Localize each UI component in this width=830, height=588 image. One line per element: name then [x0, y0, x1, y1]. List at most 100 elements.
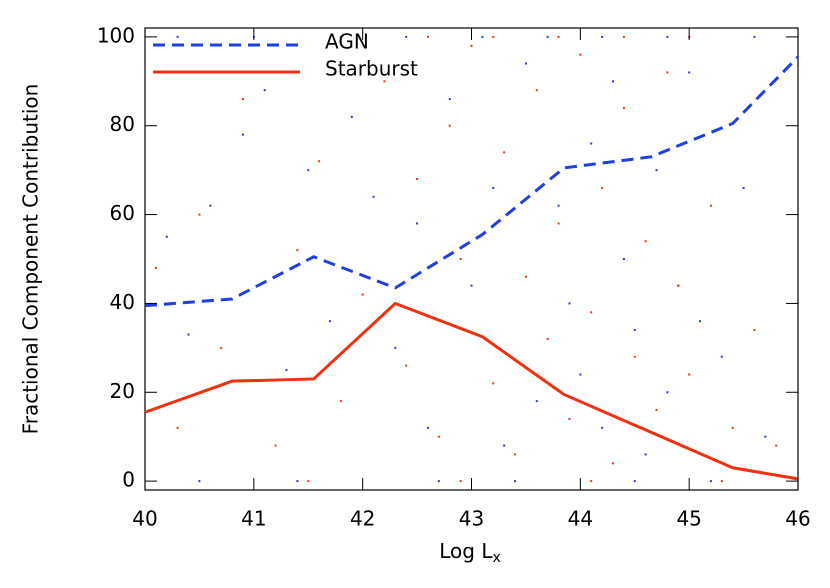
scatter-point — [361, 293, 364, 296]
scatter-point — [416, 222, 419, 225]
scatter-point — [426, 426, 429, 429]
scatter-point — [720, 355, 723, 358]
scatter-point — [622, 106, 625, 109]
scatter-point — [753, 329, 756, 332]
scatter-point — [524, 275, 527, 278]
scatter-point — [198, 480, 201, 483]
scatter-point — [557, 204, 560, 207]
scatter-point — [176, 35, 179, 38]
x-tick-label: 44 — [568, 507, 593, 531]
scatter-point — [448, 98, 451, 101]
legend-label: Starburst — [325, 57, 418, 81]
scatter-point — [622, 35, 625, 38]
scatter-point — [644, 453, 647, 456]
scatter-point — [437, 480, 440, 483]
scatter-point — [568, 417, 571, 420]
plot-frame — [144, 27, 799, 491]
scatter-point — [492, 382, 495, 385]
scatter-point — [590, 142, 593, 145]
x-axis-label-main: Log L — [439, 539, 493, 563]
scatter-point — [492, 35, 495, 38]
scatter-point — [481, 35, 484, 38]
scatter-point — [579, 53, 582, 56]
x-axis-label: Log Lx — [439, 539, 501, 567]
scatter-point — [590, 311, 593, 314]
scatter-point — [187, 333, 190, 336]
scatter-point — [503, 444, 506, 447]
scatter-point — [459, 480, 462, 483]
series-line — [144, 55, 800, 308]
scatter-point — [644, 240, 647, 243]
scatter-point — [720, 480, 723, 483]
scatter-point — [383, 80, 386, 83]
scatter-point — [764, 435, 767, 438]
line-layer — [144, 55, 800, 481]
scatter-point — [165, 235, 168, 238]
scatter-point — [731, 426, 734, 429]
scatter-point — [753, 35, 756, 38]
scatter-point — [579, 373, 582, 376]
scatter-point — [622, 258, 625, 260]
scatter-point — [688, 373, 691, 376]
scatter-point — [470, 284, 473, 287]
y-tick-label: 80 — [110, 112, 135, 136]
scatter-point — [535, 400, 538, 403]
legend-label: AGN — [325, 30, 369, 54]
y-tick-label: 20 — [110, 379, 135, 403]
scatter-point — [241, 133, 244, 136]
scatter-point — [307, 480, 310, 483]
scatter-point — [677, 284, 680, 287]
scatter-point — [699, 320, 702, 323]
scatter-point — [601, 186, 604, 189]
scatter-point — [274, 444, 277, 447]
scatter-point — [524, 62, 527, 65]
scatter-point — [416, 178, 419, 181]
scatter-point — [633, 355, 636, 358]
scatter-point — [285, 369, 288, 372]
scatter-point — [154, 266, 157, 269]
scatter-point — [601, 426, 604, 429]
scatter-point — [666, 71, 669, 74]
scatter-point — [492, 186, 495, 189]
x-tick-label: 41 — [241, 507, 266, 531]
y-tick-label: 0 — [122, 468, 135, 492]
scatter-point — [611, 462, 614, 465]
scatter-point — [405, 35, 408, 38]
scatter-point — [666, 391, 669, 394]
scatter-point — [307, 169, 310, 172]
scatter-point — [296, 249, 299, 252]
y-tick-label: 60 — [110, 201, 135, 225]
scatter-point — [198, 213, 201, 216]
scatter-point — [263, 89, 266, 92]
scatter-point — [470, 44, 473, 47]
x-tick-label: 42 — [350, 507, 375, 531]
scatter-point — [339, 400, 342, 403]
scatter-point — [742, 186, 745, 189]
scatter-point — [688, 71, 691, 74]
y-tick-label: 100 — [97, 23, 135, 47]
scatter-point — [209, 204, 212, 207]
scatter-point — [546, 35, 549, 38]
scatter-point — [241, 98, 244, 101]
scatter-point — [437, 435, 440, 438]
scatter-point — [709, 204, 712, 207]
scatter-point — [503, 151, 506, 154]
scatter-point — [372, 195, 375, 198]
scatter-point — [318, 160, 321, 163]
x-tick-label: 43 — [459, 507, 484, 531]
scatter-point — [557, 35, 560, 38]
scatter-layer — [154, 35, 778, 483]
y-axis-label: Fractional Component Contribution — [19, 84, 43, 435]
scatter-point — [590, 480, 593, 483]
scatter-point — [655, 169, 658, 172]
scatter-point — [220, 346, 223, 349]
scatter-point — [775, 444, 778, 447]
scatter-point — [329, 320, 332, 323]
scatter-point — [709, 480, 712, 483]
scatter-point — [514, 480, 517, 483]
scatter-point — [394, 346, 397, 349]
x-tick-label: 40 — [132, 507, 157, 531]
y-tick-label: 40 — [110, 290, 135, 314]
scatter-point — [176, 426, 179, 429]
